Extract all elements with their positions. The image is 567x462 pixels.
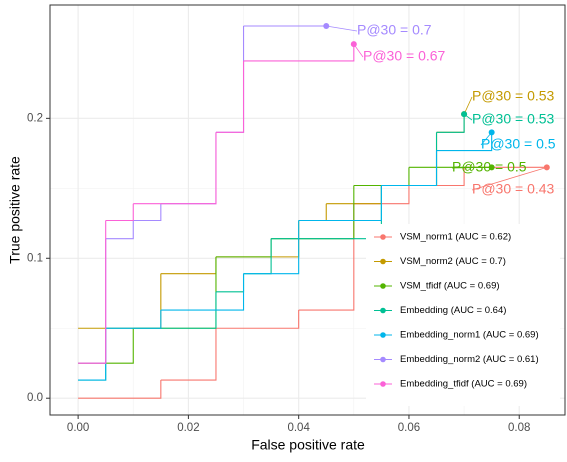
plot-border — [49, 4, 566, 416]
annotation: P@30 = 0.43 — [472, 181, 555, 197]
end-point — [488, 164, 495, 171]
step-segment — [243, 44, 355, 62]
end-point — [323, 22, 330, 29]
step-segment — [243, 220, 300, 275]
y-axis-title: True positive rate — [7, 156, 23, 264]
annotation: P@30 = 0.5 — [452, 159, 527, 175]
legend-label: VSM_norm2 (AUC = 0.7) — [400, 256, 506, 267]
step-segment — [381, 150, 438, 187]
y-tick-label: 0.0 — [27, 392, 43, 404]
step-segment — [160, 273, 245, 311]
legend-label: Embedding (AUC = 0.64) — [400, 305, 506, 316]
x-tick-label: 0.06 — [398, 422, 420, 434]
legend-label: Embedding_tfidf (AUC = 0.69) — [400, 379, 527, 390]
step-segment — [105, 310, 162, 329]
annotation: P@30 = 0.53 — [472, 88, 555, 104]
end-point — [461, 111, 468, 118]
step-segment — [160, 328, 217, 381]
legend-label: VSM_tfidf (AUC = 0.69) — [400, 281, 500, 292]
legend-label: Embedding_norm1 (AUC = 0.69) — [400, 330, 539, 341]
y-tick-label: 0.2 — [27, 112, 43, 124]
legend-dot — [380, 307, 386, 314]
step-segment — [298, 185, 382, 222]
legend-box — [366, 224, 560, 406]
x-tick-label: 0.02 — [177, 422, 199, 434]
legend-label: Embedding_norm2 (AUC = 0.61) — [400, 354, 539, 365]
annotation: P@30 = 0.5 — [481, 136, 556, 152]
step-segment — [133, 203, 162, 222]
x-tick-label: 0.08 — [508, 422, 530, 434]
x-tick-label: 0.00 — [67, 422, 89, 434]
legend-dot — [380, 381, 386, 387]
step-segment — [188, 132, 217, 205]
label-connector — [451, 166, 492, 169]
end-point — [543, 164, 550, 171]
y-tick-label: 0.1 — [27, 252, 43, 264]
label-connector — [326, 25, 358, 32]
legend-dot — [380, 258, 386, 265]
legend-dot — [380, 234, 386, 240]
step-segment — [78, 220, 107, 364]
annotation: P@30 = 0.53 — [472, 111, 555, 127]
legend-dot — [380, 356, 386, 363]
label-connector — [463, 96, 473, 115]
legend-dot — [380, 283, 386, 289]
end-point — [350, 41, 357, 48]
legend-label: VSM_norm1 (AUC = 0.62) — [400, 232, 511, 243]
step-segment — [215, 60, 245, 133]
legend: VSM_norm1 (AUC = 0.62) VSM_norm2 (AUC = 0… — [366, 224, 560, 406]
step-segment — [78, 380, 162, 399]
step-segment — [105, 203, 134, 222]
annotation: P@30 = 0.7 — [357, 22, 432, 38]
step-segment — [436, 114, 465, 133]
legend-dot — [380, 332, 386, 338]
step-segment — [215, 310, 300, 329]
x-tick-label: 0.04 — [287, 422, 310, 434]
label-connector — [471, 166, 547, 191]
step-segment — [105, 220, 134, 240]
annotation: P@30 = 0.67 — [363, 48, 446, 64]
step-segment — [436, 132, 493, 152]
x-axis-title: False positive rate — [251, 437, 365, 453]
end-point — [488, 129, 495, 136]
